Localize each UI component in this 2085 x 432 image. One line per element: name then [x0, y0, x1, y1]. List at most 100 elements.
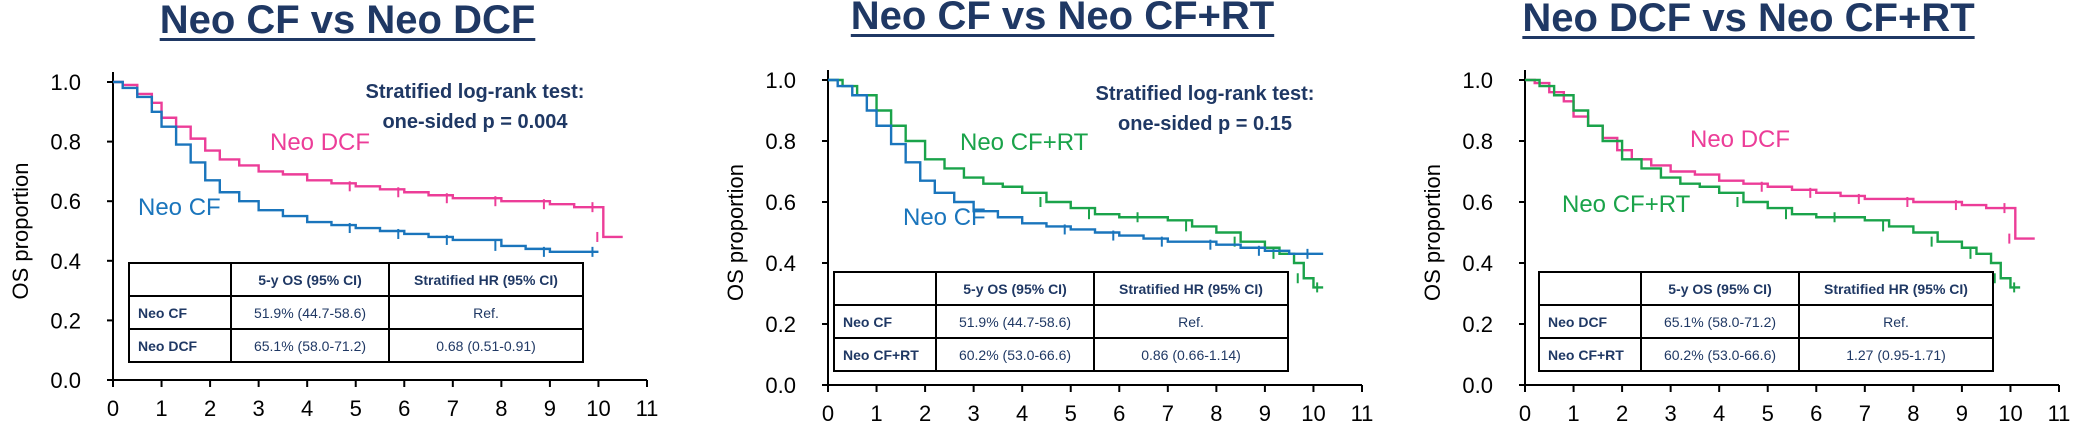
series-line: [828, 78, 1324, 256]
chart-title: Neo CF vs Neo DCF: [159, 0, 536, 42]
x-tick-label: 10: [1998, 401, 2022, 426]
x-tick-label: 4: [1016, 401, 1028, 426]
table-cell: Neo CF+RT: [1538, 337, 1642, 372]
log-rank-annotation: one-sided p = 0.004: [382, 111, 568, 133]
survival-table: 5-y OS (95% CI) Stratified HR (95% CI) N…: [128, 262, 584, 363]
series-label: Neo CF+RT: [960, 129, 1089, 156]
table-cell: 65.1% (58.0-71.2): [1640, 304, 1800, 339]
table-cell: 65.1% (58.0-71.2): [230, 328, 390, 363]
y-axis-label: OS proportion: [723, 164, 748, 301]
x-tick-label: 1: [870, 401, 882, 426]
table-cell: Ref.: [1093, 304, 1289, 339]
table-header-row: 5-y OS (95% CI) Stratified HR (95% CI): [1538, 271, 1994, 306]
y-axis-label: OS proportion: [1420, 164, 1445, 301]
x-tick-label: 9: [1956, 401, 1968, 426]
table-header: Stratified HR (95% CI): [388, 262, 584, 297]
table-row: Neo CF 51.9% (44.7-58.6) Ref.: [128, 295, 584, 330]
y-tick-label: 0.2: [765, 312, 796, 337]
table-header: [1538, 271, 1642, 306]
y-tick-label: 0.8: [50, 130, 81, 155]
series-label: Neo DCF: [270, 129, 370, 156]
table-header-row: 5-y OS (95% CI) Stratified HR (95% CI): [833, 271, 1289, 306]
y-tick-label: 0.6: [765, 190, 796, 215]
table-cell: 51.9% (44.7-58.6): [935, 304, 1095, 339]
panel-neo-cf-vs-neo-dcf: Neo CF vs Neo DCF 0 1 2 3 4 5 6 7 8 9 10 11 0.0 0.2 0.…: [0, 0, 695, 432]
table-cell: 0.86 (0.66-1.14): [1093, 337, 1289, 372]
table-header: Stratified HR (95% CI): [1093, 271, 1289, 306]
table-header: [833, 271, 937, 306]
series-line: [113, 80, 599, 254]
table-header: Stratified HR (95% CI): [1798, 271, 1994, 306]
series-line: [1525, 78, 2035, 240]
series-label: Neo DCF: [1690, 126, 1790, 153]
x-tick-label: 2: [1616, 401, 1628, 426]
y-tick-label: 1.0: [765, 68, 796, 93]
x-tick-label: 8: [1210, 401, 1222, 426]
km-plot: 0 1 2 3 4 5 6 7 8 9 10 11 0.0 0.2 0.4 0.6 0.8 1.0 OS propo…: [723, 68, 1373, 426]
chart-title: Neo DCF vs Neo CF+RT: [1522, 0, 1975, 40]
y-tick-label: 0.8: [765, 129, 796, 154]
x-tick-label: 0: [1519, 401, 1531, 426]
table-cell: 60.2% (53.0-66.6): [1640, 337, 1800, 372]
x-tick-label: 7: [447, 396, 459, 421]
series-label: Neo CF: [903, 204, 986, 231]
x-tick-label: 10: [1301, 401, 1325, 426]
x-tick-label: 2: [919, 401, 931, 426]
table-cell: 60.2% (53.0-66.6): [935, 337, 1095, 372]
series-label: Neo CF+RT: [1562, 191, 1691, 218]
y-tick-label: 0.8: [1462, 129, 1493, 154]
x-tick-label: 7: [1162, 401, 1174, 426]
table-header-row: 5-y OS (95% CI) Stratified HR (95% CI): [128, 262, 584, 297]
y-tick-label: 0.4: [765, 251, 796, 276]
survival-table: 5-y OS (95% CI) Stratified HR (95% CI) N…: [1538, 271, 1994, 372]
table-cell: 0.68 (0.51-0.91): [388, 328, 584, 363]
x-tick-label: 4: [1713, 401, 1725, 426]
panel-neo-dcf-vs-neo-cf-rt: Neo DCF vs Neo CF+RT 0 1 2 3 4 5 6 7 8 9 10 11 0.0 0.…: [1412, 0, 2085, 432]
x-tick-label: 6: [1113, 401, 1125, 426]
x-tick-label: 3: [1665, 401, 1677, 426]
x-tick-label: 4: [301, 396, 313, 421]
x-tick-label: 8: [495, 396, 507, 421]
x-tick-label: 0: [107, 396, 119, 421]
y-tick-label: 0.0: [765, 373, 796, 398]
table-cell: Neo CF: [128, 295, 232, 330]
x-tick-label: 0: [822, 401, 834, 426]
y-tick-label: 0.0: [1462, 373, 1493, 398]
x-tick-label: 1: [1567, 401, 1579, 426]
y-tick-label: 1.0: [50, 70, 81, 95]
table-cell: 51.9% (44.7-58.6): [230, 295, 390, 330]
table-cell: Neo DCF: [1538, 304, 1642, 339]
table-cell: Neo CF: [833, 304, 937, 339]
x-tick-label: 3: [968, 401, 980, 426]
table-row: Neo DCF 65.1% (58.0-71.2) 0.68 (0.51-0.9…: [128, 328, 584, 363]
x-tick-label: 6: [398, 396, 410, 421]
panel-neo-cf-vs-neo-cf-rt: Neo CF vs Neo CF+RT 0 1 2 3 4 5 6 7 8 9 10 11 0.0 0.2…: [715, 0, 1410, 432]
table-cell: Ref.: [1798, 304, 1994, 339]
x-tick-label: 11: [2048, 401, 2071, 426]
y-tick-label: 0.2: [50, 308, 81, 333]
table-row: Neo CF 51.9% (44.7-58.6) Ref.: [833, 304, 1289, 339]
table-row: Neo DCF 65.1% (58.0-71.2) Ref.: [1538, 304, 1994, 339]
table-header: 5-y OS (95% CI): [1640, 271, 1800, 306]
survival-table: 5-y OS (95% CI) Stratified HR (95% CI) N…: [833, 271, 1289, 372]
x-tick-label: 10: [586, 396, 610, 421]
x-tick-label: 5: [350, 396, 362, 421]
x-tick-label: 11: [636, 396, 659, 421]
km-plot: 0 1 2 3 4 5 6 7 8 9 10 11 0.0 0.2 0.4 0.6 0.8 1.0 OS propo…: [1420, 68, 2071, 426]
x-tick-label: 6: [1810, 401, 1822, 426]
y-tick-label: 1.0: [1462, 68, 1493, 93]
log-rank-annotation: Stratified log-rank test:: [366, 81, 585, 103]
y-axis-label: OS proportion: [8, 163, 33, 300]
table-row: Neo CF+RT 60.2% (53.0-66.6) 0.86 (0.66-1…: [833, 337, 1289, 372]
series-label: Neo CF: [138, 194, 221, 221]
x-tick-label: 2: [204, 396, 216, 421]
y-tick-label: 0.6: [50, 189, 81, 214]
x-tick-label: 7: [1859, 401, 1871, 426]
table-cell: Ref.: [388, 295, 584, 330]
y-tick-label: 0.4: [50, 249, 81, 274]
x-tick-label: 8: [1907, 401, 1919, 426]
table-cell: Neo CF+RT: [833, 337, 937, 372]
y-tick-label: 0.4: [1462, 251, 1493, 276]
table-cell: Neo DCF: [128, 328, 232, 363]
y-tick-label: 0.2: [1462, 312, 1493, 337]
